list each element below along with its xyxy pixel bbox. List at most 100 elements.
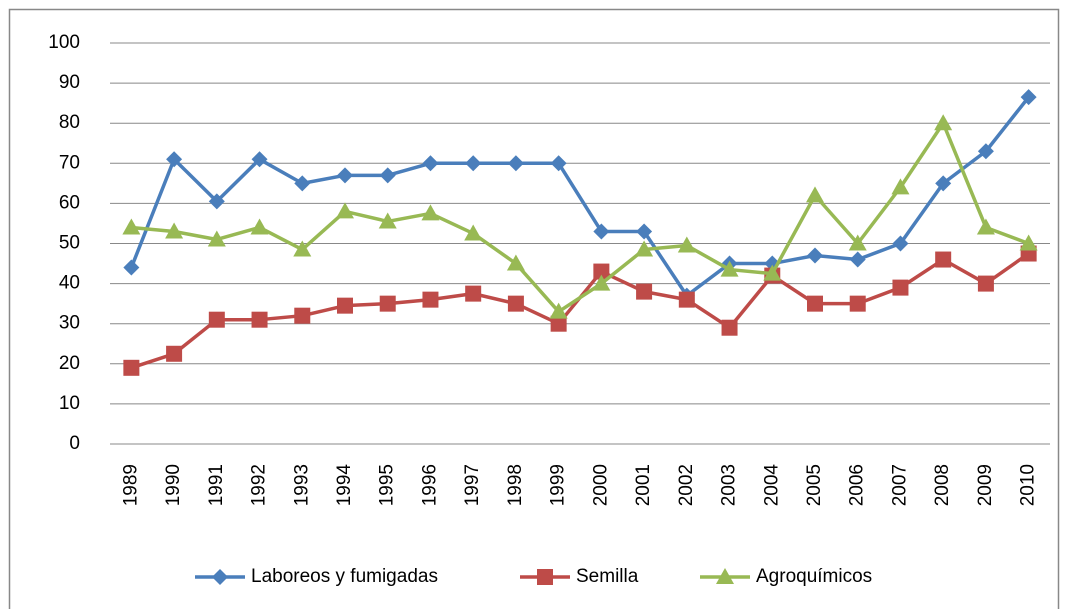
marker-diamond <box>251 151 268 168</box>
x-tick-label: 2007 <box>889 464 910 506</box>
y-tick-label: 30 <box>59 313 80 334</box>
legend-label: Laboreos y fumigadas <box>251 566 438 587</box>
marker-diamond <box>977 143 994 160</box>
marker-triangle <box>378 212 397 229</box>
marker-triangle <box>336 202 354 219</box>
marker-triangle <box>891 178 910 195</box>
marker-diamond <box>422 155 439 172</box>
x-tick-label: 2010 <box>1018 464 1039 506</box>
marker-triangle <box>806 186 824 203</box>
marker-diamond <box>294 175 311 192</box>
marker-diamond <box>507 155 524 172</box>
marker-diamond <box>166 151 183 168</box>
x-tick-label: 1993 <box>291 464 312 506</box>
marker-square <box>977 275 994 292</box>
marker-square <box>251 311 268 328</box>
y-tick-label: 90 <box>59 72 80 93</box>
x-tick-label: 2002 <box>676 464 697 506</box>
y-tick-label: 20 <box>59 353 80 374</box>
x-tick-label: 1991 <box>206 464 227 506</box>
marker-triangle <box>720 260 739 277</box>
marker-square <box>379 295 396 312</box>
marker-square <box>721 319 738 336</box>
marker-square <box>678 291 695 308</box>
marker-diamond <box>337 167 353 184</box>
x-tick-label: 2009 <box>975 464 996 506</box>
marker-triangle <box>293 240 312 257</box>
marker-square <box>550 315 567 332</box>
marker-triangle <box>421 204 440 221</box>
marker-square <box>935 251 952 268</box>
marker-triangle <box>976 218 995 235</box>
x-tick-label: 2004 <box>761 464 782 507</box>
marker-square <box>123 359 140 376</box>
x-tick-label: 1999 <box>548 464 569 506</box>
y-tick-label: 100 <box>48 32 80 53</box>
x-tick-label: 1994 <box>334 464 355 507</box>
marker-triangle <box>165 222 184 239</box>
marker-diamond <box>849 251 866 268</box>
marker-triangle <box>506 254 525 271</box>
marker-square <box>422 291 439 308</box>
marker-triangle <box>763 264 782 281</box>
marker-square <box>208 311 225 328</box>
marker-square <box>892 279 909 296</box>
x-tick-label: 1989 <box>120 464 141 506</box>
marker-triangle <box>207 230 226 247</box>
x-tick-label: 1998 <box>505 464 526 506</box>
legend-label: Agroquímicos <box>756 566 872 587</box>
marker-square <box>465 285 482 302</box>
x-tick-label: 1997 <box>462 464 483 506</box>
marker-square <box>337 297 353 314</box>
marker-square <box>507 295 524 312</box>
x-tick-label: 1990 <box>163 464 184 506</box>
marker-diamond <box>593 223 610 240</box>
marker-triangle <box>677 236 696 253</box>
marker-square <box>849 295 866 312</box>
marker-triangle <box>716 568 734 584</box>
marker-triangle <box>464 224 483 241</box>
marker-diamond <box>123 259 140 276</box>
y-tick-label: 80 <box>59 112 80 133</box>
marker-square <box>166 345 183 362</box>
legend-label: Semilla <box>576 566 639 587</box>
x-tick-label: 2001 <box>633 464 654 506</box>
marker-diamond <box>1020 89 1037 106</box>
y-tick-label: 40 <box>59 273 80 294</box>
x-tick-label: 1992 <box>249 464 270 506</box>
marker-triangle <box>549 302 568 319</box>
marker-square <box>294 307 311 324</box>
marker-triangle <box>122 218 141 235</box>
marker-diamond <box>807 247 823 264</box>
marker-diamond <box>208 193 225 210</box>
x-tick-label: 2005 <box>804 464 825 506</box>
marker-diamond <box>379 167 396 184</box>
y-tick-label: 60 <box>59 192 80 213</box>
marker-diamond <box>892 235 909 252</box>
y-tick-label: 10 <box>59 393 80 414</box>
marker-diamond <box>636 223 653 240</box>
series-line <box>129 96 1031 298</box>
marker-square <box>593 263 610 280</box>
x-tick-label: 2000 <box>590 464 611 506</box>
marker-square <box>537 569 553 585</box>
series-line <box>131 121 1030 314</box>
y-tick-label: 70 <box>59 152 80 173</box>
marker-triangle <box>592 274 611 291</box>
y-tick-label: 0 <box>69 433 80 454</box>
marker-diamond <box>465 155 482 172</box>
marker-triangle <box>250 218 269 235</box>
marker-diamond <box>212 569 228 585</box>
x-tick-label: 1996 <box>419 464 440 506</box>
marker-triangle <box>635 240 654 257</box>
x-tick-label: 1995 <box>377 464 398 506</box>
x-tick-label: 2003 <box>719 464 740 506</box>
chart-frame <box>8 8 1060 609</box>
marker-triangle <box>934 114 953 131</box>
marker-triangle <box>1019 234 1038 251</box>
marker-diamond <box>935 175 952 192</box>
x-tick-label: 2008 <box>932 464 953 506</box>
marker-square <box>636 283 653 300</box>
marker-triangle <box>848 234 867 251</box>
